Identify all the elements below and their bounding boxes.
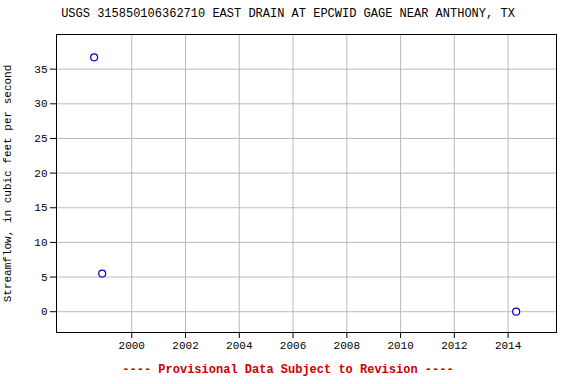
svg-text:10: 10 <box>34 237 47 249</box>
svg-text:2004: 2004 <box>226 340 253 352</box>
svg-text:20: 20 <box>34 168 47 180</box>
svg-text:35: 35 <box>34 64 47 76</box>
html-text:USGS 315850106362710 EAST DRAI: USGS 315850106362710 EAST DRAIN AT EPCWI… <box>61 7 515 21</box>
svg-text:0: 0 <box>41 306 48 318</box>
svg-text:2010: 2010 <box>387 340 413 352</box>
svg-text:2000: 2000 <box>119 340 145 352</box>
svg-text:30: 30 <box>34 98 47 110</box>
svg-text:2006: 2006 <box>280 340 306 352</box>
svg-text:Streamflow, in cubic feet per: Streamflow, in cubic feet per second <box>2 65 14 303</box>
svg-text:2014: 2014 <box>495 340 522 352</box>
html-text:---- Provisional Data Subject: ---- Provisional Data Subject to Revisio… <box>122 363 454 377</box>
svg-text:15: 15 <box>34 202 47 214</box>
svg-text:5: 5 <box>41 272 48 284</box>
svg-text:2008: 2008 <box>334 340 360 352</box>
svg-text:2012: 2012 <box>441 340 467 352</box>
svg-text:2002: 2002 <box>172 340 198 352</box>
svg-text:25: 25 <box>34 133 47 145</box>
